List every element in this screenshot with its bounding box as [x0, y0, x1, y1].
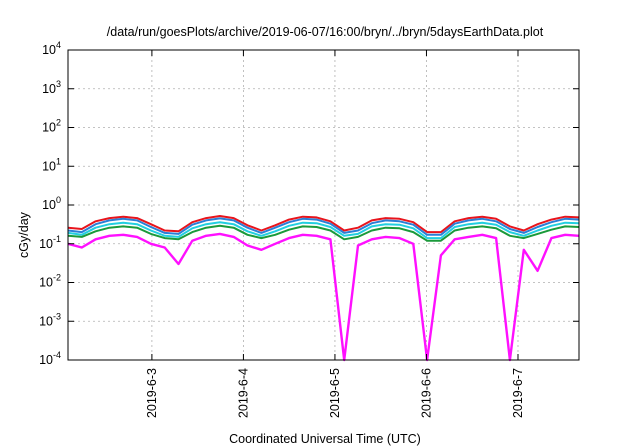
series-line	[67, 217, 580, 236]
y-tick-label: 10-2	[39, 273, 61, 290]
y-tick-label: 100	[42, 195, 61, 212]
x-tick-label: 2019-6-6	[419, 368, 433, 418]
y-tick-label: 10-1	[39, 234, 61, 251]
y-tick-label: 102	[42, 118, 61, 135]
x-tick-label: 2019-6-3	[145, 368, 159, 418]
chart-title: /data/run/goesPlots/archive/2019-06-07/1…	[107, 25, 544, 39]
y-axis-label: cGy/day	[17, 211, 31, 258]
plot-series	[67, 215, 580, 362]
series-line	[67, 215, 580, 234]
gridlines	[68, 50, 579, 360]
plot-frame	[67, 49, 580, 361]
series-line	[67, 224, 580, 242]
series-line	[67, 232, 580, 362]
x-tick-label: 2019-6-5	[328, 368, 342, 418]
y-tick-label: 101	[42, 156, 61, 173]
y-tick-label: 103	[42, 79, 61, 96]
x-tick-label: 2019-6-4	[236, 368, 250, 418]
x-axis-label: Coordinated Universal Time (UTC)	[229, 432, 421, 446]
x-axis: 2019-6-3 2019-6-4 2019-6-5 2019-6-6 2019-6-7	[145, 50, 525, 418]
series-line	[67, 221, 580, 240]
y-tick-label: 104	[42, 40, 61, 57]
y-tick-label: 10-3	[39, 311, 61, 328]
x-tick-label: 2019-6-7	[511, 368, 525, 418]
y-tick-label: 10-4	[39, 350, 61, 367]
